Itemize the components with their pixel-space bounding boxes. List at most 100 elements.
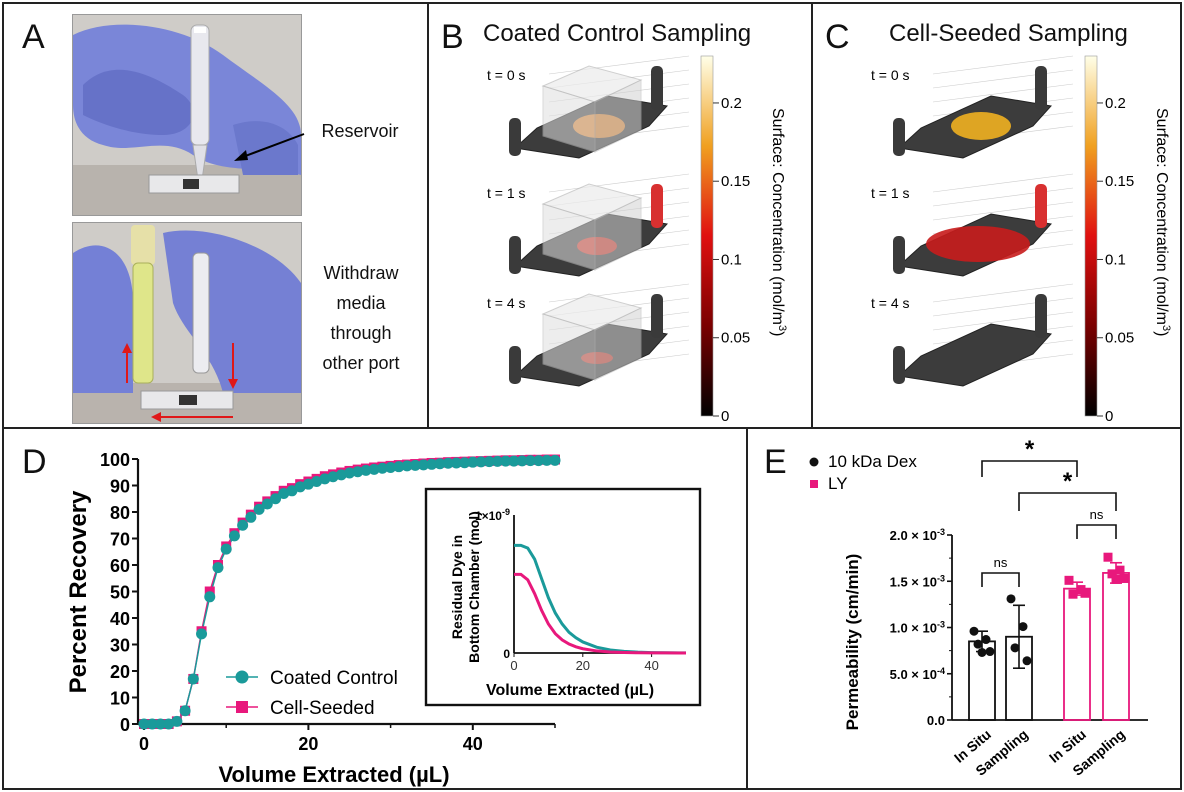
callout-reservoir: Reservoir [321, 121, 399, 141]
legend-marker [235, 670, 249, 684]
colorbar [700, 55, 714, 417]
data-point [204, 591, 216, 603]
replicate-point [977, 647, 987, 657]
x-axis-title: Volume Extracted (µL) [218, 762, 449, 787]
callout-withdraw-line-2: media [336, 293, 386, 313]
data-point [500, 455, 512, 467]
replicate-point [969, 626, 979, 636]
glove-hand-reservoir-image [73, 15, 301, 215]
grid-line [932, 311, 1074, 331]
reservoir-box-side [594, 79, 642, 153]
port-right [1035, 66, 1047, 110]
inset-x-tick-label: 40 [644, 658, 658, 673]
port-right [1035, 294, 1047, 338]
panel-a: A Reservoir [2, 2, 429, 429]
legend-marker [236, 701, 248, 713]
port-left [893, 236, 905, 274]
y-tick-label: 5.0 × 10-4 [890, 666, 945, 682]
sim-row-1: t = 1 s [871, 173, 1074, 277]
port-right [1035, 184, 1047, 228]
data-point [179, 705, 191, 717]
inset-y-title-1: Residual Dye in [449, 535, 465, 639]
ns-bracket-dex-label: ns [994, 555, 1008, 570]
inset-y-tick-max-exp: -9 [502, 507, 510, 517]
y-tick-exp: -3 [937, 573, 945, 583]
replicate-point [1010, 643, 1020, 653]
sim-row-1: t = 1 s [487, 173, 690, 277]
bar [1063, 587, 1091, 721]
data-point [245, 511, 257, 523]
panel-b-title: Coated Control Sampling [483, 20, 752, 47]
data-point [393, 461, 405, 473]
data-point [467, 456, 479, 468]
sim-row-2: t = 4 s [487, 283, 690, 387]
legend-marker [809, 457, 819, 467]
inset-series-line [514, 572, 687, 655]
colorbar-title: Surface: Concentration (mol/m3) [1153, 108, 1172, 336]
data-point [270, 493, 282, 505]
bar [1102, 572, 1130, 721]
data-point [385, 461, 397, 473]
colorbar-tick-label: 0.15 [1105, 173, 1134, 190]
panel-d: D 0 10 20 30 40 50 60 70 80 90 100 0 20 40 Volume Extr… [2, 427, 748, 790]
legend-label: 10 kDa Dex [828, 452, 917, 471]
y-axis-title: Permeability (cm/min) [843, 554, 862, 731]
y-tick-label: 40 [110, 609, 130, 629]
data-point [516, 455, 528, 467]
panel-e: E 0.0 5.0 × 10-4 1.0 × 10-3 1.5 × 10-3 2.0 ×… [746, 427, 1182, 790]
sig-bracket-insitu-label: * [1025, 436, 1035, 463]
time-label: t = 1 s [871, 185, 910, 201]
panel-c-title: Cell-Seeded Sampling [889, 20, 1128, 47]
data-point [212, 562, 224, 574]
replicate-point [1068, 589, 1078, 599]
sim-row-0: t = 0 s [871, 55, 1074, 159]
data-point [360, 464, 372, 476]
ns-bracket-ly [1076, 524, 1117, 539]
inset-x-tick-label: 0 [510, 658, 517, 673]
data-point [475, 456, 487, 468]
replicate-point [1018, 622, 1028, 632]
sig-bracket-insitu [981, 460, 1078, 477]
colorbar-tick-label: 0.2 [1105, 95, 1126, 112]
port-left [893, 118, 905, 156]
inset-x-title: Volume Extracted (µL) [486, 682, 654, 699]
data-point [187, 673, 199, 685]
y-tick-label: 80 [110, 503, 130, 523]
colorbar-tick-label: 0.1 [1105, 251, 1126, 268]
sim-row-0: t = 0 s [487, 55, 690, 159]
sig-bracket-sampling-label: * [1063, 468, 1073, 495]
panel-label-c: C [825, 18, 850, 56]
colorbar-tick-label: 0.1 [721, 251, 742, 268]
y-tick-label: 20 [110, 662, 130, 682]
replicate-point [1107, 569, 1117, 579]
inset-y-tick-zero: 0 [503, 647, 510, 661]
data-point [352, 466, 364, 478]
reservoir-box-side [594, 197, 642, 271]
colorbar-title-close: ) [1153, 331, 1170, 336]
grid-line [932, 83, 1074, 103]
replicate-point [1115, 565, 1125, 575]
callout-withdraw-line-3: through [330, 323, 392, 343]
data-point [376, 462, 388, 474]
x-tick-label: 20 [298, 734, 318, 754]
simulation-cell-seeded: t = 0 s t = 1 s t = 4 s 0.2 0.15 0.1 0.05 0 Surf… [871, 55, 1172, 425]
grid-line [932, 297, 1074, 317]
grid-line [932, 69, 1074, 89]
ns-bracket-ly-label: ns [1090, 507, 1104, 522]
grid-line [932, 187, 1074, 207]
colorbar-title-sup: 3 [1160, 325, 1172, 331]
data-point [442, 457, 454, 469]
sim-row-2: t = 4 s [871, 283, 1074, 387]
data-point [228, 530, 240, 542]
data-point [335, 469, 347, 481]
y-tick-label: 30 [110, 636, 130, 656]
data-point [426, 458, 438, 470]
y-tick-label: 60 [110, 556, 130, 576]
panel-label-b: B [441, 18, 464, 56]
grid-line [932, 201, 1074, 221]
legend-marker [810, 480, 818, 488]
y-tick-label: 1.0 × 10-3 [890, 620, 945, 636]
y-tick-exp: -3 [937, 527, 945, 537]
data-point [483, 456, 495, 468]
data-point [261, 498, 273, 510]
